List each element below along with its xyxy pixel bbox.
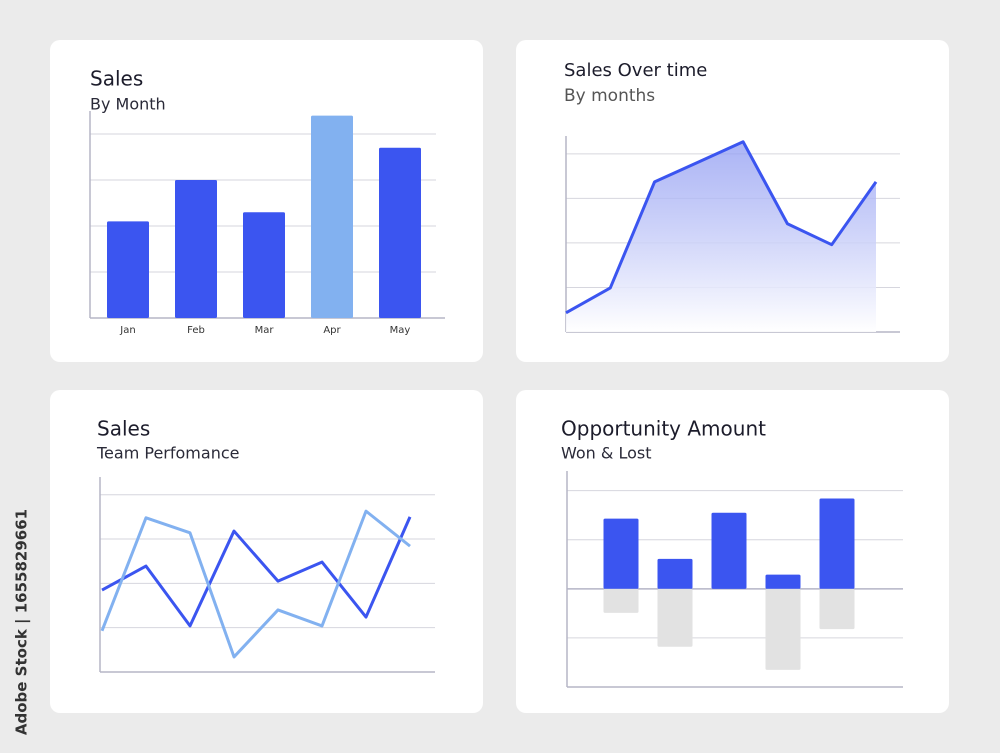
bar: [819, 498, 855, 589]
line: [100, 509, 411, 659]
bar: [657, 558, 693, 589]
chart-title: Sales Over time: [564, 60, 707, 81]
chart-title: Sales: [97, 417, 150, 441]
card: [50, 390, 483, 713]
bar: [711, 512, 747, 589]
bar: [311, 115, 353, 318]
line: [101, 516, 412, 628]
chart-title: Sales: [90, 67, 143, 91]
chart-subtitle: By Month: [90, 95, 166, 114]
bar: [107, 221, 149, 318]
x-tick-label: Feb: [187, 325, 205, 336]
bar: [765, 588, 801, 670]
bar: [819, 588, 855, 630]
x-tick-label: Apr: [323, 325, 341, 336]
bar: [175, 180, 217, 318]
bar: [657, 588, 693, 647]
chart-subtitle: Team Perfomance: [96, 444, 239, 463]
watermark: Adobe Stock | 1655829661: [13, 509, 32, 735]
bar: [765, 574, 801, 589]
bar: [243, 212, 285, 318]
x-tick-label: May: [390, 325, 411, 336]
bar: [603, 588, 639, 613]
x-tick-label: Jan: [119, 325, 135, 336]
x-tick-label: Mar: [255, 325, 275, 336]
area: [566, 141, 876, 332]
line: [565, 140, 878, 315]
chart-title: Opportunity Amount: [561, 417, 766, 441]
bar: [603, 518, 639, 589]
chart-subtitle: By months: [564, 86, 655, 106]
card: [50, 40, 483, 362]
bar: [379, 147, 421, 318]
chart-subtitle: Won & Lost: [561, 444, 652, 463]
